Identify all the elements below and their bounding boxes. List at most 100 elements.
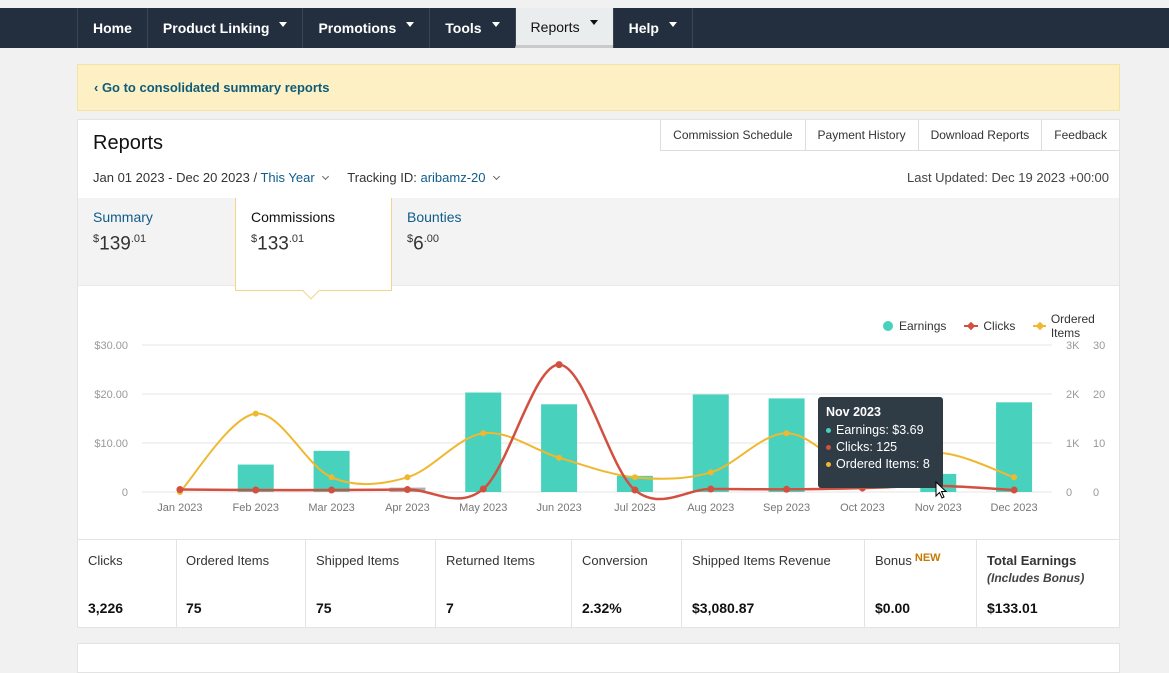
caret-down-icon [668, 21, 677, 27]
tab-summary-label: Summary [93, 209, 153, 225]
period-select[interactable]: This Year [260, 170, 315, 185]
ordered-items-point [328, 474, 335, 481]
tab-bounties[interactable]: Bounties $6.00 [392, 198, 549, 286]
stat-label: Returned Items [446, 553, 535, 568]
legend-ordered-items[interactable]: Ordered Items [1033, 312, 1119, 340]
nav-product-linking-label: Product Linking [162, 20, 270, 36]
circle-marker-icon [883, 321, 893, 331]
x-tick-label: Feb 2023 [233, 502, 279, 514]
clicks-point [783, 485, 791, 493]
stat-bonus: Bonus NEW $0.00 [865, 540, 977, 628]
clicks-point [403, 486, 411, 494]
notice-banner: ‹ Go to consolidated summary reports [77, 64, 1120, 111]
tab-summary-amount: $139.01 [93, 233, 235, 255]
x-tick-label: Nov 2023 [915, 502, 962, 514]
x-tick-label: Aug 2023 [687, 502, 734, 514]
main-nav: Home Product Linking Promotions Tools Re… [77, 8, 693, 48]
x-tick-label: Jan 2023 [157, 502, 202, 514]
tab-commissions-label: Commissions [251, 209, 336, 225]
nav-promotions-label: Promotions [318, 20, 397, 36]
tab-summary[interactable]: Summary $139.01 [78, 198, 235, 286]
legend-earnings[interactable]: Earnings [882, 312, 946, 340]
nav-product-linking[interactable]: Product Linking [146, 8, 303, 48]
tooltip-ordered-text: Ordered Items: 8 [836, 457, 930, 471]
dot-icon [826, 427, 831, 433]
stat-total-earnings: Total Earnings (Includes Bonus) $133.01 [977, 540, 1119, 628]
tracking-id-select[interactable]: aribamz-20 [420, 170, 486, 185]
y-tick-right-items: 30 [1093, 340, 1105, 352]
stat-value: 75 [316, 600, 332, 616]
date-range-text: Jan 01 2023 - Dec 20 2023 / [93, 170, 261, 185]
stat-value: $3,080.87 [692, 600, 755, 616]
stat-value: $133.01 [987, 600, 1038, 616]
payment-history-button[interactable]: Payment History [804, 120, 918, 151]
x-tick-label: Apr 2023 [385, 502, 430, 514]
clicks-point [1010, 486, 1018, 494]
report-links: Commission Schedule Payment History Down… [660, 120, 1119, 151]
nav-help[interactable]: Help [612, 8, 693, 48]
earnings-chart: 0 0 0 $10.00 1K 10 $20.00 2K 20 $30.00 3K 30 Jan 202… [94, 340, 1105, 514]
y-tick-right-clicks: 3K [1066, 340, 1080, 352]
x-tick-label: Mar 2023 [308, 502, 354, 514]
clicks-point [479, 485, 487, 493]
y-tick-right-items: 10 [1093, 438, 1105, 450]
stat-shipped-revenue: Shipped Items Revenue $3,080.87 [682, 540, 865, 628]
stat-label: Clicks [88, 553, 123, 568]
chart-tooltip: Nov 2023 Earnings: $3.69 Clicks: 125 Ord… [818, 397, 943, 488]
tooltip-title: Nov 2023 [826, 405, 881, 419]
commission-schedule-button[interactable]: Commission Schedule [660, 120, 805, 151]
x-tick-label: Jun 2023 [536, 502, 581, 514]
caret-down-icon [491, 21, 500, 27]
consolidated-summary-link[interactable]: ‹ Go to consolidated summary reports [94, 80, 330, 95]
tab-commissions-amount: $133.01 [251, 233, 391, 255]
amount-whole: 133 [257, 233, 289, 255]
currency-symbol: $ [251, 233, 258, 245]
y-tick-left: $30.00 [94, 340, 128, 352]
new-badge: NEW [914, 552, 941, 564]
legend-clicks[interactable]: Clicks [964, 312, 1015, 340]
amount-cents: .00 [423, 233, 439, 245]
tracking-id-label: Tracking ID: [347, 170, 421, 185]
earnings-bar [465, 392, 502, 492]
chevron-down-icon[interactable] [321, 172, 329, 181]
bonus-label: Bonus [875, 553, 912, 568]
stat-ordered-items: Ordered Items 75 [177, 540, 306, 628]
clicks-point [707, 485, 715, 493]
summary-tabs: Summary $139.01 Commissions $133.01 Boun… [78, 198, 1119, 291]
tab-commissions[interactable]: Commissions $133.01 [235, 198, 392, 291]
nav-promotions[interactable]: Promotions [302, 8, 429, 48]
chevron-down-icon[interactable] [492, 172, 500, 181]
stat-label: Bonus NEW [875, 552, 966, 568]
stat-value: 2.32% [582, 600, 622, 616]
stat-value: 75 [186, 600, 202, 616]
chart-legend: Earnings Clicks Ordered Items [864, 312, 1119, 340]
clicks-point [328, 486, 336, 494]
earnings-bar [313, 450, 350, 492]
clicks-point [555, 361, 563, 369]
earnings-bar [692, 394, 729, 492]
ordered-items-point [783, 430, 790, 437]
top-nav-bar: Home Product Linking Promotions Tools Re… [0, 8, 1169, 48]
feedback-button[interactable]: Feedback [1041, 120, 1119, 151]
amount-cents: .01 [130, 233, 147, 245]
currency-symbol: $ [407, 233, 414, 245]
amount-whole: 139 [99, 233, 131, 255]
x-tick-label: Oct 2023 [840, 502, 885, 514]
nav-tools[interactable]: Tools [429, 8, 514, 48]
download-reports-button[interactable]: Download Reports [917, 120, 1042, 151]
dot-icon [826, 444, 831, 450]
tab-bounties-amount: $6.00 [407, 233, 549, 255]
y-tick-left: $20.00 [94, 389, 128, 401]
clicks-point [176, 486, 184, 494]
line-diamond-icon [964, 321, 979, 331]
nav-reports[interactable]: Reports [514, 8, 613, 48]
caret-down-icon [279, 21, 288, 27]
clicks-point [631, 486, 639, 494]
x-tick-label: Sep 2023 [763, 502, 810, 514]
nav-home[interactable]: Home [77, 8, 147, 48]
y-tick-right-clicks: 2K [1066, 389, 1080, 401]
stat-value: 7 [446, 600, 454, 616]
caret-down-icon [406, 21, 415, 27]
legend-earnings-label: Earnings [899, 319, 947, 333]
reports-panel: Reports Commission Schedule Payment Hist… [77, 119, 1120, 628]
